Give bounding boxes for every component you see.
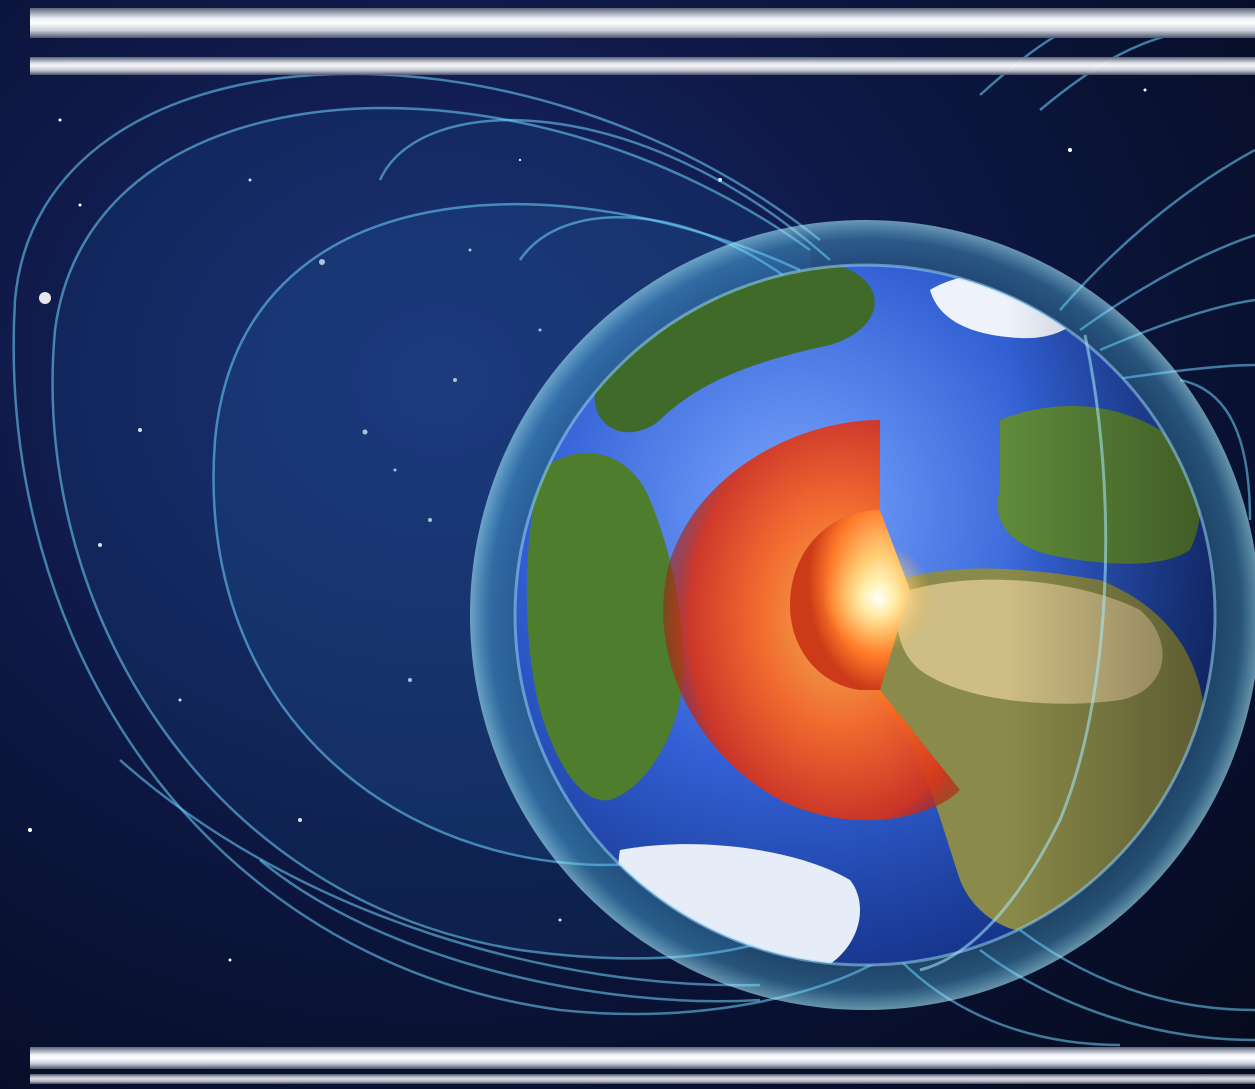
top-chrome-band-thin bbox=[30, 57, 1255, 75]
earth-core bbox=[663, 420, 960, 821]
earth-globe bbox=[513, 263, 1217, 972]
core-glow bbox=[823, 543, 933, 653]
top-chrome-band bbox=[30, 8, 1255, 38]
globe-rim bbox=[513, 263, 1217, 967]
bottom-chrome-band-thin bbox=[30, 1074, 1255, 1084]
bottom-chrome-band bbox=[30, 1047, 1255, 1069]
crust-cutaway-edge bbox=[919, 334, 1108, 972]
